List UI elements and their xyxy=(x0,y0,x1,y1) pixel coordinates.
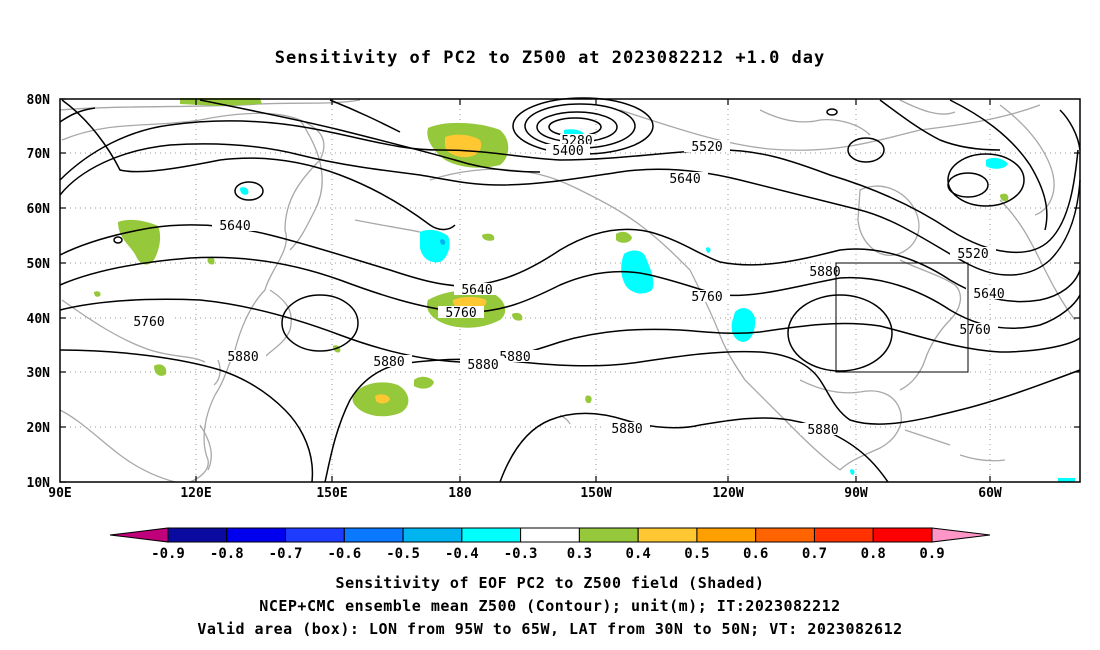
lat-label: 80N xyxy=(27,93,51,108)
caption-line-3: Valid area (box): LON from 95W to 65W, L… xyxy=(197,620,903,638)
colorbar-segment xyxy=(755,527,815,543)
colorbar-segment xyxy=(813,527,874,543)
caption-line-1: Sensitivity of EOF PC2 to Z500 field (Sh… xyxy=(335,574,765,592)
colorbar-segment xyxy=(226,527,287,543)
contour-label: 5520 xyxy=(691,140,722,155)
contour-label: 5640 xyxy=(669,172,700,187)
lon-label: 180 xyxy=(448,486,472,501)
lon-label: 60W xyxy=(978,486,1002,501)
valid-area-box xyxy=(835,262,969,373)
colorbar-label: -0.8 xyxy=(210,546,244,562)
contour-label: 5760 xyxy=(959,323,990,338)
colorbar-label: -0.9 xyxy=(151,546,185,562)
colorbar-low-extension xyxy=(109,527,169,543)
lat-label: 30N xyxy=(27,366,51,381)
caption-line-2: NCEP+CMC ensemble mean Z500 (Contour); u… xyxy=(259,597,841,615)
longitude-labels: 90E 120E 150E 180 150W 120W 90W 60W xyxy=(48,486,1002,501)
latitude-labels: 80N 70N 60N 50N 40N 30N 20N 10N xyxy=(27,93,51,491)
colorbar-label: 0.5 xyxy=(684,546,709,562)
lat-label: 20N xyxy=(27,421,51,436)
contour-label: 5760 xyxy=(445,306,476,321)
colorbar-label: 0.3 xyxy=(567,546,592,562)
contour-label: 5640 xyxy=(973,287,1004,302)
contour-label: 5640 xyxy=(461,283,492,298)
colorbar-segment xyxy=(637,527,698,543)
lon-label: 150W xyxy=(580,486,611,501)
colorbar-segment xyxy=(696,527,757,543)
colorbar-segment xyxy=(167,527,228,543)
colorbar-segment xyxy=(578,527,639,543)
colorbar-segment xyxy=(402,527,463,543)
contour-labels: 5280 5400 5520 5640 5640 5640 5760 5760 … xyxy=(133,134,1005,438)
colorbar-label: 0.9 xyxy=(919,546,944,562)
lon-label: 120W xyxy=(712,486,743,501)
lon-label: 120E xyxy=(180,486,211,501)
contour-label: 5880 xyxy=(373,355,404,370)
lon-label: 150E xyxy=(316,486,347,501)
colorbar-high-extension xyxy=(931,527,991,543)
contour-label: 5880 xyxy=(807,423,838,438)
contour-label: 5640 xyxy=(219,219,250,234)
contour-label: 5400 xyxy=(552,144,583,159)
colorbar-segment xyxy=(343,527,404,543)
colorbar-segment xyxy=(520,527,580,543)
contour-label: 5880 xyxy=(227,350,258,365)
colorbar-label: -0.5 xyxy=(386,546,420,562)
colorbar-label: -0.3 xyxy=(504,546,538,562)
axis-ticks xyxy=(60,98,1080,483)
colorbar-label: 0.4 xyxy=(626,546,651,562)
contour-label: 5880 xyxy=(611,422,642,437)
colorbar-segment xyxy=(285,527,345,543)
contour-label: 5760 xyxy=(133,315,164,330)
lat-label: 50N xyxy=(27,257,51,272)
colorbar-segment xyxy=(461,527,522,543)
contour-label: 5520 xyxy=(957,247,988,262)
lat-label: 70N xyxy=(27,147,51,162)
colorbar-label: 0.6 xyxy=(743,546,768,562)
lat-label: 10N xyxy=(27,476,51,491)
lon-label: 90E xyxy=(48,486,71,501)
colorbar-label: -0.6 xyxy=(327,546,361,562)
map-frame xyxy=(59,98,1081,483)
z500-contours xyxy=(59,97,1081,483)
lat-label: 40N xyxy=(27,312,51,327)
lat-label: 60N xyxy=(27,202,51,217)
colorbar: -0.9 -0.8 -0.7 -0.6 -0.5 -0.4 -0.3 0.3 0.4 0.5 0.6… xyxy=(109,527,991,562)
contour-label: 5880 xyxy=(809,265,840,280)
contour-label: 5880 xyxy=(467,358,498,373)
colorbar-label: -0.7 xyxy=(269,546,303,562)
colorbar-label: 0.7 xyxy=(802,546,827,562)
colorbar-label: 0.8 xyxy=(861,546,886,562)
contour-label: 5760 xyxy=(691,290,722,305)
colorbar-segment xyxy=(872,527,933,543)
lon-label: 90W xyxy=(844,486,868,501)
colorbar-label: -0.4 xyxy=(445,546,479,562)
contour-label: 5880 xyxy=(499,350,530,365)
map-title: Sensitivity of PC2 to Z500 at 2023082212… xyxy=(274,48,826,68)
